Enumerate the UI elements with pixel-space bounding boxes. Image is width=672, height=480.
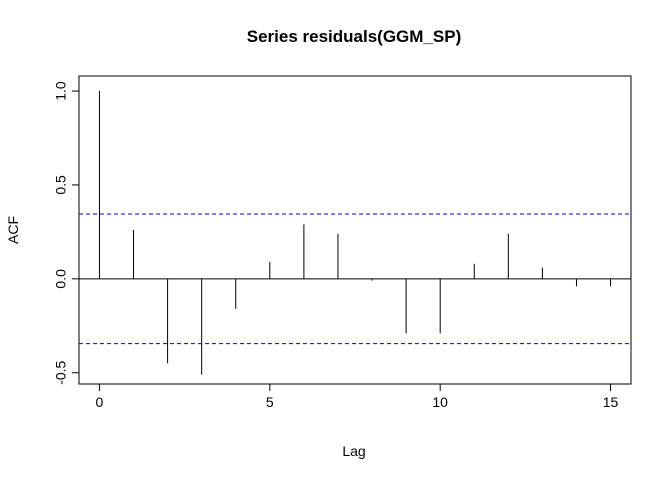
acf-bars	[98, 91, 612, 375]
x-axis-label: Lag	[342, 443, 365, 459]
x-tick-label: 10	[432, 394, 448, 410]
y-tick-label: -0.5	[53, 360, 69, 384]
plot-frame	[78, 75, 632, 385]
y-tick-label: 0.5	[53, 175, 69, 195]
x-tick-label: 15	[603, 394, 619, 410]
confidence-band	[79, 213, 631, 345]
y-axis: -0.5 0.0 0.5 1.0	[53, 81, 79, 385]
x-tick-label: 5	[266, 394, 274, 410]
x-tick-label: 0	[96, 394, 104, 410]
y-tick-label: 1.0	[53, 81, 69, 101]
y-axis-label: ACF	[5, 216, 21, 244]
y-tick-label: 0.0	[53, 269, 69, 289]
x-axis: 0 5 10 15	[96, 384, 619, 410]
chart-title: Series residuals(GGM_SP)	[247, 27, 461, 46]
